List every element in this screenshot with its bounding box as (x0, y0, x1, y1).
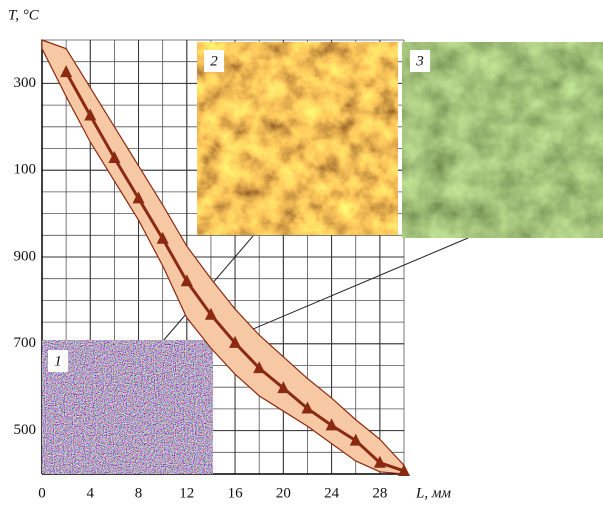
x-tick-label: 16 (228, 485, 244, 501)
x-tick-label: 28 (372, 485, 387, 501)
x-tick-label: 4 (87, 485, 95, 501)
inset-label: 1 (54, 353, 62, 369)
x-axis-label: L, мм (415, 485, 451, 501)
x-tick-label: 12 (179, 485, 194, 501)
x-tick-label: 8 (135, 485, 143, 501)
x-tick-label: 20 (276, 485, 291, 501)
chart: 1 2 3 T, °C L, мм 0 4 8 12 16 20 24 28 500 700 900… (0, 0, 603, 506)
micrograph-3 (402, 42, 603, 238)
y-axis-label: T, °C (8, 7, 40, 23)
y-tick-label: 300 (14, 75, 37, 91)
inset-label: 3 (415, 53, 424, 69)
x-tick-label: 24 (324, 485, 340, 501)
y-tick-label: 700 (14, 335, 37, 351)
y-tick-label: 900 (14, 248, 37, 264)
y-tick-label: 500 (14, 422, 37, 438)
inset-label: 2 (210, 53, 218, 69)
micrograph-2 (197, 42, 398, 235)
y-tick-label: 100 (14, 162, 37, 178)
x-tick-label: 0 (38, 485, 46, 501)
